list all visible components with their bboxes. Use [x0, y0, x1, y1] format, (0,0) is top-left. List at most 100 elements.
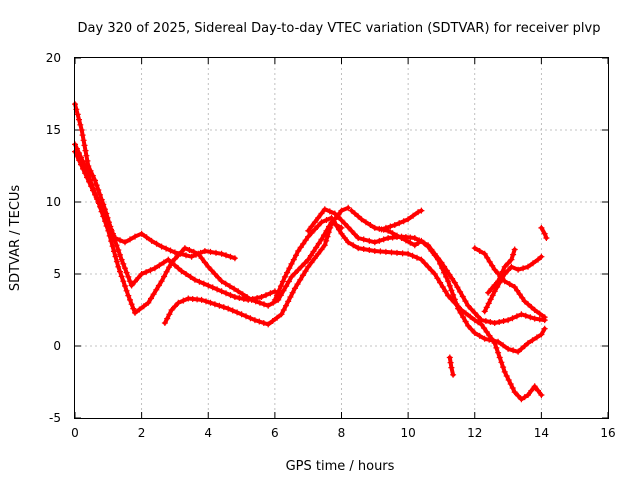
- data-point: [283, 302, 289, 309]
- data-point: [378, 226, 385, 233]
- data-point: [260, 320, 267, 326]
- data-point: [525, 263, 531, 270]
- data-point: [475, 319, 482, 326]
- data-point: [487, 319, 494, 325]
- data-point: [308, 259, 315, 266]
- data-point: [118, 273, 125, 280]
- data-point: [318, 210, 325, 217]
- data-point: [258, 294, 265, 300]
- data-point: [201, 248, 208, 254]
- data-point: [288, 260, 295, 267]
- data-point: [536, 310, 543, 317]
- data-point: [92, 190, 98, 196]
- data-point: [382, 224, 389, 231]
- data-point: [171, 262, 178, 269]
- data-point: [291, 270, 298, 277]
- data-point: [196, 278, 203, 285]
- data-point: [195, 250, 202, 257]
- data-point: [459, 293, 466, 300]
- data-point: [428, 267, 435, 274]
- data-point: [541, 230, 548, 237]
- data-point: [227, 292, 234, 299]
- data-point: [227, 253, 234, 260]
- data-point: [450, 291, 457, 298]
- data-point: [518, 311, 525, 318]
- data-point: [84, 157, 91, 164]
- data-point: [345, 224, 352, 231]
- data-point: [265, 321, 272, 328]
- data-point: [377, 248, 384, 255]
- data-point: [511, 284, 518, 290]
- data-point: [521, 394, 528, 401]
- data-point: [528, 387, 535, 394]
- data-point: [98, 196, 105, 203]
- data-point: [505, 267, 512, 274]
- data-point: [471, 309, 478, 316]
- data-point: [328, 214, 335, 221]
- data-point: [402, 237, 409, 244]
- x-tick-label: 16: [600, 426, 615, 440]
- data-point: [311, 219, 318, 226]
- data-point: [506, 281, 513, 288]
- data-point: [485, 289, 492, 296]
- data-point: [471, 330, 478, 336]
- data-point: [111, 248, 117, 255]
- data-point: [238, 311, 245, 318]
- data-point: [495, 278, 502, 285]
- data-point: [490, 337, 497, 344]
- data-point: [538, 392, 545, 398]
- data-point: [215, 274, 222, 281]
- data-point: [522, 312, 529, 319]
- data-point: [382, 248, 389, 255]
- data-point: [156, 262, 163, 269]
- data-point: [543, 235, 550, 241]
- data-point: [279, 278, 286, 285]
- data-point: [331, 218, 337, 225]
- data-point: [201, 259, 208, 266]
- data-point: [410, 212, 417, 219]
- data-point: [274, 314, 281, 321]
- data-point: [80, 137, 87, 144]
- data-point: [76, 150, 82, 156]
- data-point: [315, 250, 322, 257]
- data-point: [106, 232, 113, 239]
- data-point: [447, 359, 454, 366]
- data-point: [394, 249, 400, 256]
- data-point: [484, 254, 491, 261]
- data-point: [132, 233, 138, 240]
- data-point: [503, 373, 510, 379]
- data-point: [161, 320, 168, 326]
- data-point: [130, 305, 137, 312]
- data-point: [118, 256, 125, 263]
- data-point: [311, 255, 318, 262]
- data-point: [78, 154, 84, 161]
- data-point: [411, 235, 418, 241]
- data-point: [391, 222, 398, 228]
- data-point: [407, 239, 414, 246]
- data-point: [208, 267, 215, 274]
- data-point: [127, 236, 133, 243]
- data-point: [355, 213, 362, 220]
- data-point: [123, 287, 130, 294]
- data-point: [465, 322, 472, 329]
- data-point: [535, 256, 541, 263]
- data-point: [475, 313, 482, 320]
- data-point: [388, 249, 395, 256]
- data-point: [439, 265, 446, 272]
- data-point: [462, 310, 469, 317]
- series-track-b: [72, 101, 278, 303]
- data-point: [521, 343, 528, 349]
- data-point: [405, 250, 412, 257]
- y-tick-label: 0: [53, 339, 61, 353]
- data-point: [95, 199, 102, 205]
- data-point: [243, 313, 249, 320]
- data-point: [486, 258, 493, 265]
- data-point: [491, 320, 498, 326]
- data-point: [531, 383, 538, 390]
- data-point: [499, 268, 506, 275]
- data-point: [323, 217, 330, 223]
- series-track-l: [538, 224, 550, 241]
- data-point: [318, 236, 325, 243]
- data-point: [418, 237, 425, 244]
- data-point: [500, 364, 507, 371]
